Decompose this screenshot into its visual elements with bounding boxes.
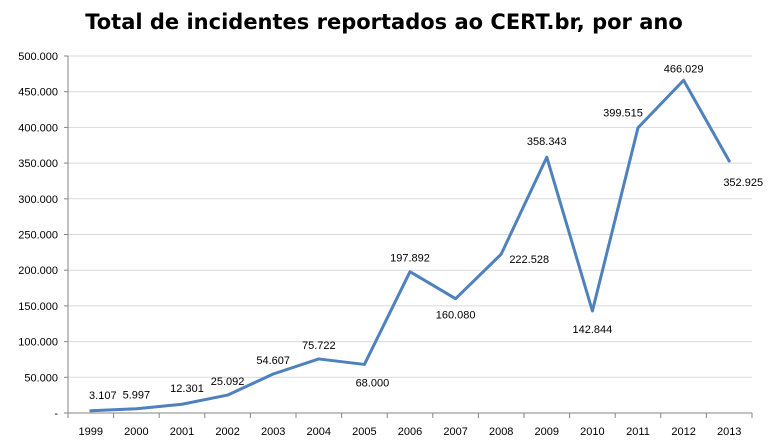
data-label-2003: 54.607: [256, 355, 290, 367]
x-tick-label-2004: 2004: [307, 426, 331, 438]
y-tick-label-10: 500.000: [18, 51, 58, 63]
x-tick-label-2008: 2008: [489, 426, 513, 438]
data-label-2001: 12.301: [170, 383, 204, 395]
chart-title: Total de incidentes reportados ao CERT.b…: [85, 10, 683, 34]
data-label-2007: 160.080: [436, 310, 476, 322]
x-tick-label-2001: 2001: [170, 426, 194, 438]
y-tick-label-2: 100.000: [18, 337, 58, 349]
data-label-2010: 142.844: [573, 324, 613, 336]
data-label-2012: 466.029: [664, 63, 704, 75]
x-tick-label-2009: 2009: [535, 426, 559, 438]
y-tick-label-7: 350.000: [18, 158, 58, 170]
x-tick-label-2011: 2011: [626, 426, 650, 438]
x-tick-label-2012: 2012: [671, 426, 695, 438]
x-tick-label-2005: 2005: [352, 426, 376, 438]
y-tick-label-3: 150.000: [18, 301, 58, 313]
y-tick-label-0: -: [54, 408, 58, 420]
data-label-2000: 5.997: [123, 390, 151, 402]
data-label-2011: 399.515: [603, 108, 643, 120]
x-tick-label-1999: 1999: [79, 426, 103, 438]
x-tick-label-2006: 2006: [398, 426, 422, 438]
series-line: [89, 78, 731, 413]
x-tick-label-2007: 2007: [443, 426, 467, 438]
y-tick-label-4: 200.000: [18, 265, 58, 277]
data-label-1999: 3.107: [89, 390, 117, 402]
y-tick-label-1: 50.000: [24, 372, 58, 384]
y-tick-label-9: 450.000: [18, 87, 58, 99]
y-tick-label-5: 250.000: [18, 230, 58, 242]
data-label-2005: 68.000: [356, 377, 390, 389]
data-label-2009: 358.343: [527, 136, 567, 148]
x-tick-label-2013: 2013: [717, 426, 741, 438]
data-label-2008: 222.528: [509, 254, 549, 266]
x-tick-label-2003: 2003: [261, 426, 285, 438]
data-label-2013: 352.925: [723, 177, 763, 189]
y-tick-label-8: 400.000: [18, 122, 58, 134]
y-tick-label-6: 300.000: [18, 194, 58, 206]
data-label-2002: 25.092: [211, 376, 245, 388]
x-tick-label-2000: 2000: [124, 426, 148, 438]
data-label-2006: 197.892: [390, 253, 430, 265]
x-tick-label-2010: 2010: [580, 426, 604, 438]
data-label-2004: 75.722: [302, 340, 336, 352]
x-tick-label-2002: 2002: [215, 426, 239, 438]
